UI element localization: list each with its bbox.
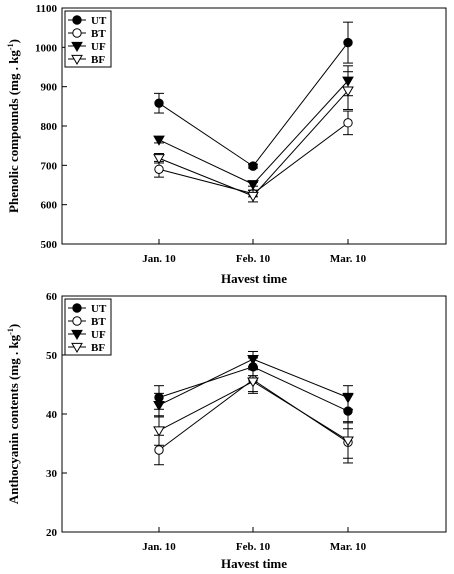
legend-label: BF <box>91 54 105 66</box>
data-point-uf <box>342 393 354 404</box>
data-point-bf <box>342 86 354 97</box>
legend-marker-bf <box>71 342 83 353</box>
legend-marker-ut <box>72 303 82 313</box>
x-tick-label: Mar. 10 <box>330 541 367 553</box>
data-point-bf <box>247 377 259 388</box>
y-tick-label: 30 <box>46 468 58 480</box>
y-tick-label: 900 <box>41 82 58 94</box>
legend-marker-bf <box>71 54 83 65</box>
series-line-ut <box>158 42 349 167</box>
legend-label: BT <box>91 316 106 328</box>
y-tick-label: 700 <box>41 160 58 172</box>
legend-label: UT <box>91 15 107 27</box>
x-tick-label: Jan. 10 <box>142 541 176 553</box>
y-axis-label: Phenolic compounds (mg . kg-1) <box>6 39 21 213</box>
data-point-bt <box>154 445 164 455</box>
y-tick-label: 40 <box>46 409 58 421</box>
data-point-bt <box>154 164 164 174</box>
data-point-bf <box>153 426 165 437</box>
y-tick-label: 60 <box>46 291 58 303</box>
x-tick-label: Feb. 10 <box>236 253 271 265</box>
series-bf <box>153 369 354 459</box>
anthocyanin-chart: 20 30 40 50 60 Jan. 10 Feb. 10 Mar. 10 Havest ti… <box>6 291 447 571</box>
legend-marker-bt <box>72 316 82 326</box>
x-tick-label: Mar. 10 <box>330 253 367 265</box>
legend-label: BT <box>91 28 106 40</box>
data-point-uf <box>153 401 165 412</box>
legend-label: UF <box>91 329 106 341</box>
y-axis-label-text: Phenolic compounds (mg . kg <box>6 50 21 213</box>
legend-label: UT <box>91 303 107 315</box>
y-tick-label: 20 <box>46 527 58 539</box>
data-point-ut <box>343 37 353 48</box>
y-axis-label-close: ) <box>6 39 21 43</box>
series-bf <box>153 71 354 203</box>
series-uf <box>153 350 354 418</box>
y-tick-label: 800 <box>41 121 58 133</box>
data-point-ut <box>154 98 164 108</box>
data-point-uf <box>247 355 259 366</box>
legend-label: BF <box>91 342 105 354</box>
y-tick-label: 500 <box>41 239 58 251</box>
data-point-uf <box>247 180 259 191</box>
data-point-bf <box>342 436 354 447</box>
phenolic-chart: 500 600 700 800 900 1000 1100 Jan. 10 Feb. 10 Mar… <box>6 3 447 286</box>
x-axis-label: Havest time <box>221 271 287 286</box>
data-point-bf <box>153 154 165 165</box>
legend-label: UF <box>91 41 106 53</box>
plot-frame <box>61 295 447 533</box>
series-ut <box>154 21 353 171</box>
y-axis-label-sup: -1 <box>6 43 15 50</box>
x-axis-label: Havest time <box>221 556 287 571</box>
legend-marker-ut <box>72 15 82 25</box>
y-tick-label: 1000 <box>35 42 58 54</box>
y-axis-label-close: ) <box>6 324 21 328</box>
plot-frame <box>61 7 447 245</box>
data-point-bt <box>343 118 353 128</box>
legend-marker-uf <box>71 41 83 52</box>
legend-marker-uf <box>71 329 83 340</box>
y-axis-label: Anthocyanin contents (mg . kg-1) <box>6 324 21 504</box>
y-tick-label: 50 <box>46 350 58 362</box>
y-tick-label: 1100 <box>36 3 58 15</box>
data-point-bf <box>247 191 259 203</box>
y-axis-label-text: Anthocyanin contents (mg . kg <box>6 334 21 504</box>
data-point-uf <box>153 135 165 146</box>
legend-marker-bt <box>72 28 82 38</box>
y-axis-label-sup: -1 <box>6 328 15 335</box>
data-point-ut <box>248 161 258 171</box>
x-tick-label: Jan. 10 <box>142 253 176 265</box>
y-tick-label: 600 <box>41 200 58 212</box>
x-tick-label: Feb. 10 <box>236 541 271 553</box>
